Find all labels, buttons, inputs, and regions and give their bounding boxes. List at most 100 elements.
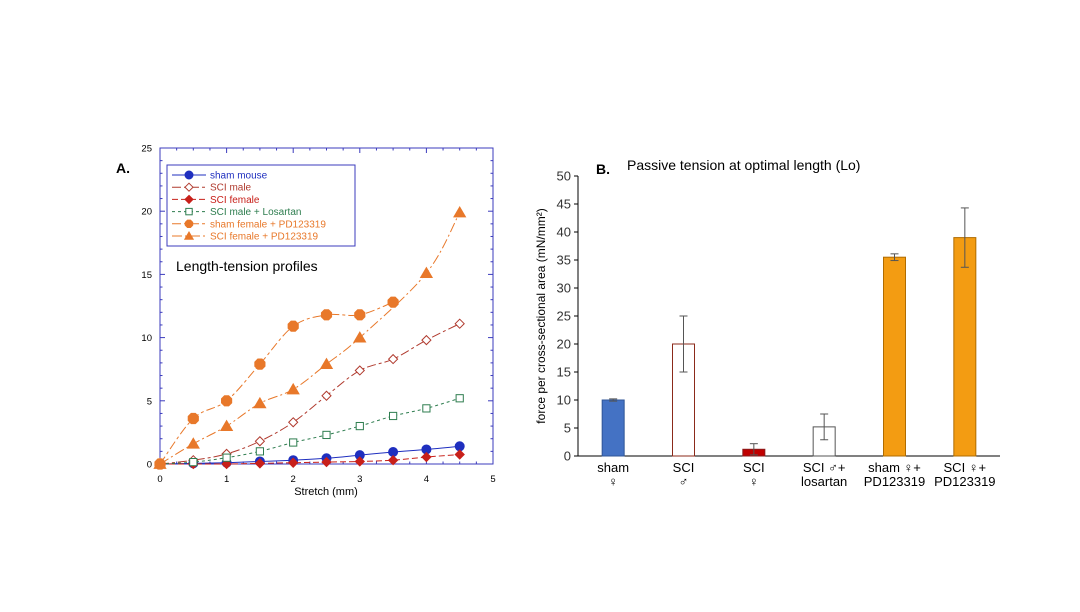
- data-point: [354, 365, 366, 376]
- x-tick-label: 5: [490, 474, 495, 485]
- y-tick-label: 50: [557, 169, 571, 184]
- data-point: [186, 437, 200, 449]
- legend-entry: SCI male + Losartan: [172, 207, 301, 218]
- legend-label: sham mouse: [210, 171, 268, 182]
- data-point: [320, 309, 333, 321]
- panel-a-x-tick-labels: 0 1 2 3 4 5: [157, 474, 495, 485]
- y-tick-label: 35: [557, 253, 571, 268]
- data-point: [254, 358, 266, 370]
- panel-a-series: [153, 205, 467, 470]
- data-point: [319, 357, 334, 370]
- series: [154, 449, 465, 470]
- y-tick-label: 25: [557, 309, 571, 324]
- x-tick-label: 4: [424, 474, 429, 485]
- legend-marker: [184, 194, 194, 205]
- category-label: ♂: [679, 474, 689, 489]
- bar: [953, 237, 977, 457]
- data-point: [287, 457, 299, 468]
- panel-b-label: B.: [596, 161, 610, 177]
- series-line: [159, 397, 460, 465]
- legend-marker: [184, 182, 194, 192]
- x-tick-label: 1: [224, 474, 229, 485]
- series-line: [159, 301, 394, 465]
- data-point: [454, 318, 465, 329]
- y-tick-label: 40: [557, 225, 571, 240]
- data-point: [419, 266, 434, 279]
- panel-a-label: A.: [116, 160, 130, 176]
- legend-entry: SCI female + PD123319: [172, 231, 319, 243]
- y-tick-label: 45: [557, 197, 571, 212]
- y-tick-label: 5: [147, 396, 152, 407]
- x-tick-label: 3: [357, 474, 362, 485]
- series-line: [159, 212, 461, 465]
- legend-marker: [183, 231, 195, 240]
- y-tick-label: 10: [557, 393, 571, 408]
- legend-entry: SCI female: [172, 194, 260, 206]
- data-point: [453, 205, 467, 218]
- category-label: SCI ♂+: [803, 460, 846, 475]
- panel-a-annotation: Length-tension profiles: [176, 258, 318, 274]
- category-label: sham: [597, 460, 629, 475]
- data-point: [354, 456, 366, 467]
- category-label: SCI ♀+: [944, 460, 987, 475]
- panel-a-ticks: [159, 147, 494, 465]
- y-tick-label: 25: [141, 144, 152, 155]
- legend-label: SCI female: [210, 195, 260, 206]
- data-point: [321, 390, 332, 401]
- category-label: losartan: [801, 474, 847, 489]
- legend-label: SCI male + Losartan: [210, 207, 301, 218]
- data-point: [287, 417, 299, 428]
- category-label: ♀: [749, 474, 759, 489]
- legend-box: [166, 164, 356, 247]
- panel-a-x-axis-label: Stretch (mm): [294, 486, 358, 498]
- legend-label: SCI male: [210, 183, 252, 194]
- legend-entry: sham female + PD123319: [172, 219, 326, 230]
- legend-label: sham female + PD123319: [210, 219, 326, 230]
- data-point: [387, 455, 399, 466]
- x-tick-label: 2: [291, 474, 296, 485]
- data-point: [221, 395, 233, 407]
- data-point: [254, 436, 266, 447]
- data-point: [421, 451, 432, 463]
- panel-b-axes: [574, 175, 1000, 457]
- series: [154, 318, 465, 470]
- y-tick-label: 5: [564, 421, 571, 436]
- data-point: [286, 382, 300, 395]
- x-tick-label: 0: [157, 474, 162, 485]
- data-point: [189, 458, 198, 467]
- category-label: ♀: [608, 474, 618, 489]
- data-point: [187, 412, 199, 425]
- panel-a-y-tick-labels: 0 5 10 15 20 25: [141, 144, 152, 471]
- panel-a: A. 0 5 10 15 20 25 0 1 2 3 4 5 Stretch (mm) Length…: [116, 144, 496, 499]
- category-label: SCI: [673, 460, 695, 475]
- legend-marker: [184, 219, 194, 228]
- data-point: [153, 457, 167, 469]
- category-label: PD123319: [934, 474, 995, 489]
- data-point: [387, 296, 399, 308]
- data-point: [353, 331, 367, 343]
- category-label: PD123319: [864, 474, 925, 489]
- bar: [883, 256, 906, 457]
- y-tick-label: 15: [557, 365, 571, 380]
- y-tick-label: 30: [557, 281, 571, 296]
- panel-b-title: Passive tension at optimal length (Lo): [627, 157, 860, 173]
- data-point: [389, 411, 398, 421]
- data-point: [422, 404, 431, 413]
- bar: [601, 399, 625, 457]
- y-tick-label: 0: [564, 449, 571, 464]
- data-point: [222, 453, 231, 462]
- y-tick-label: 10: [141, 333, 152, 344]
- data-point: [254, 458, 266, 469]
- y-tick-label: 20: [141, 207, 152, 218]
- data-point: [253, 396, 267, 409]
- data-point: [455, 394, 464, 403]
- data-point: [219, 419, 234, 431]
- data-point: [287, 320, 299, 332]
- panel-b: B. Passive tension at optimal length (Lo…: [534, 157, 1000, 489]
- series: [153, 205, 467, 469]
- data-point: [322, 430, 331, 440]
- series-line: [159, 323, 460, 465]
- data-point: [421, 334, 432, 346]
